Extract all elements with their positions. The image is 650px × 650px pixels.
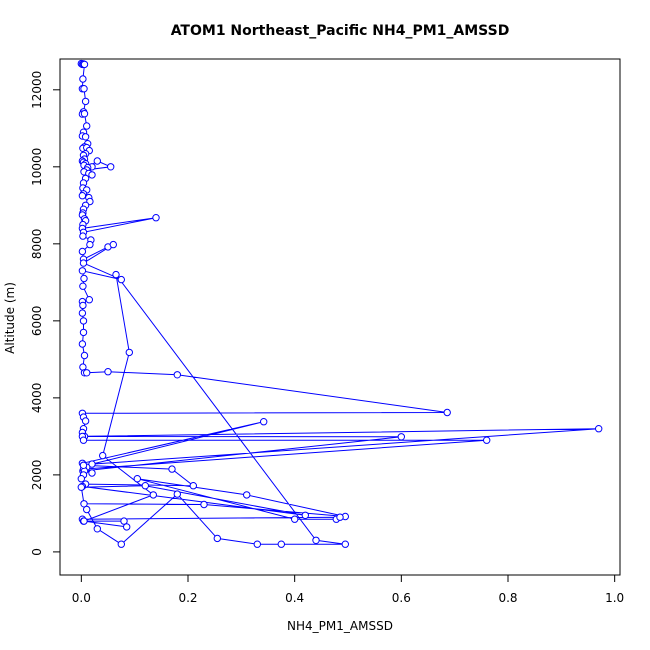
data-point (88, 460, 96, 468)
x-tick-label: 0.2 (178, 591, 197, 605)
x-tick-label: 0.6 (392, 591, 411, 605)
data-point (152, 214, 160, 222)
data-point (336, 513, 344, 521)
data-point (133, 475, 142, 483)
data-point (77, 475, 86, 483)
data-point (341, 540, 349, 548)
data-point (93, 157, 102, 165)
data-point (83, 122, 91, 130)
data-point (117, 275, 126, 284)
data-point (88, 171, 96, 179)
data-point (86, 240, 94, 249)
data-point (78, 247, 87, 256)
data-point (189, 482, 198, 490)
y-tick-label: 12000 (30, 71, 44, 109)
data-point (173, 490, 182, 498)
chart-title: ATOM1 Northeast_Pacific NH4_PM1_AMSSD (171, 23, 510, 39)
data-point (173, 371, 182, 379)
y-tick-label: 2000 (30, 460, 44, 491)
data-point (99, 451, 107, 460)
x-axis: 0.0 0.2 0.4 0.6 0.8 1.0 (72, 574, 624, 605)
data-point (301, 511, 309, 519)
data-point (213, 534, 222, 543)
data-point (243, 491, 251, 499)
data-point (125, 348, 134, 357)
data-point (109, 240, 118, 249)
x-axis-label: NH4_PM1_AMSSD (287, 619, 393, 633)
data-point (291, 515, 299, 523)
data-point (79, 232, 87, 240)
data-point (93, 525, 102, 533)
data-point (81, 417, 90, 425)
data-point (80, 517, 88, 525)
data-point (117, 540, 126, 548)
data-point (112, 270, 120, 279)
data-point (78, 192, 87, 200)
data-series (77, 59, 603, 548)
data-point (79, 282, 87, 290)
data-point (123, 523, 131, 531)
data-point (120, 517, 128, 525)
data-point (277, 540, 285, 548)
data-point (149, 491, 158, 499)
data-point (78, 340, 87, 348)
y-tick-label: 10000 (30, 148, 44, 186)
data-point (79, 436, 88, 444)
x-tick-label: 0.8 (498, 591, 517, 605)
y-tick-label: 8000 (30, 229, 44, 260)
data-point (83, 369, 91, 377)
data-point (312, 536, 320, 544)
data-point (104, 368, 112, 376)
data-point (168, 465, 176, 473)
data-point (79, 461, 88, 469)
x-tick-label: 0.4 (285, 591, 304, 605)
data-point (83, 505, 91, 514)
data-point (81, 97, 90, 106)
data-point (141, 482, 150, 490)
data-point (85, 296, 94, 304)
data-point (77, 483, 86, 491)
data-point (397, 433, 405, 441)
y-axis: 0 2000 4000 6000 8000 10000 12000 (30, 71, 61, 556)
data-point (80, 274, 88, 283)
data-point (88, 469, 96, 477)
x-tick-label: 1.0 (605, 591, 624, 605)
y-tick-label: 0 (30, 548, 44, 556)
y-tick-label: 6000 (30, 306, 44, 337)
data-point (79, 317, 88, 325)
x-tick-label: 0.0 (72, 591, 91, 605)
data-point (80, 351, 89, 360)
data-point (80, 85, 88, 93)
data-point (443, 408, 451, 417)
data-point (107, 163, 115, 171)
data-point (78, 267, 87, 275)
data-point (260, 418, 268, 426)
data-point (595, 425, 603, 433)
data-point (79, 259, 88, 267)
data-point (79, 75, 87, 83)
y-axis-label: Altitude (m) (3, 282, 17, 354)
data-point (200, 500, 208, 509)
data-point (81, 133, 90, 141)
data-point (80, 110, 89, 118)
y-tick-label: 4000 (30, 383, 44, 414)
data-point (483, 436, 491, 444)
data-point (80, 60, 89, 69)
data-point (253, 540, 261, 548)
data-point (78, 309, 87, 317)
data-point (79, 328, 88, 337)
data-point (79, 301, 87, 310)
